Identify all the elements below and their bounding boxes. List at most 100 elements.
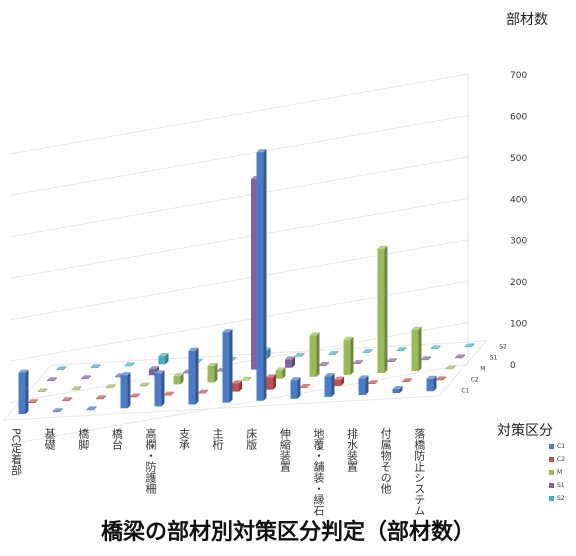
bar-top [426, 375, 437, 379]
y-tick-label: 100 [510, 320, 527, 330]
bar-top [149, 366, 159, 370]
bar-side [263, 149, 267, 401]
bar-C1-4 [154, 373, 162, 407]
bar-side [350, 336, 354, 375]
bar-top [198, 389, 208, 393]
legend-label: C2 [557, 456, 566, 463]
bar-side [199, 358, 203, 363]
bar-top [86, 406, 97, 410]
bar-top [90, 364, 101, 368]
bar-top [430, 345, 441, 349]
bar-M-9 [343, 339, 351, 375]
bar-S2-12 [464, 346, 472, 348]
bar-top [353, 360, 363, 364]
x-tick-label: PC定着部 [9, 428, 23, 476]
bar-top [222, 329, 233, 333]
bar-C2-2 [96, 398, 103, 400]
legend-swatch [549, 470, 554, 475]
bar-S2-3 [158, 356, 166, 365]
legend-swatch [549, 483, 554, 488]
bar-side [462, 354, 465, 359]
legend-item: M [549, 466, 565, 479]
bar-side [341, 376, 344, 386]
bar-side [452, 365, 456, 370]
bar-C1-6 [222, 332, 230, 403]
bar-side [54, 377, 57, 381]
bar-M-0 [37, 391, 45, 392]
bar-C2-3 [130, 396, 137, 398]
bar-side [403, 347, 407, 351]
y-tick-label: 400 [510, 195, 527, 205]
bar-S1-12 [455, 357, 462, 359]
bar-top [96, 395, 106, 399]
bar-top [52, 408, 63, 412]
bar-side [331, 373, 335, 397]
bar-M-10 [377, 248, 385, 373]
bar-top [47, 377, 57, 381]
bar-S1-8 [319, 365, 326, 366]
bar-side [195, 347, 199, 405]
bar-top [81, 375, 91, 379]
bar-side [409, 378, 412, 383]
bar-top [232, 380, 242, 384]
bar-S1-7 [285, 359, 292, 368]
series-depth-label: C1 [461, 388, 469, 395]
bar-side [418, 326, 422, 372]
bar-top [464, 343, 475, 347]
gridline [9, 363, 469, 445]
bar-top [290, 377, 301, 381]
bar-top [207, 362, 218, 366]
bar-top [158, 353, 169, 357]
gridline [9, 114, 469, 196]
series-depth-label: S2 [499, 344, 507, 351]
bar-side [443, 376, 446, 381]
x-tick-label: 付属物その他 [379, 428, 393, 494]
bar-side [316, 332, 320, 377]
bar-M-4 [173, 376, 181, 385]
legend-label: M [557, 469, 563, 476]
legend-swatch [549, 444, 554, 449]
bar-top [173, 373, 184, 377]
bar-top [436, 376, 446, 380]
bar-S2-8 [328, 354, 336, 355]
gridline [9, 239, 469, 321]
bar-C2-1 [62, 400, 69, 402]
bar-top [105, 384, 116, 388]
bar-side [292, 356, 295, 368]
x-tick-label: 地覆・舗装・縁石 [311, 428, 325, 516]
series-depth-label: S1 [490, 355, 498, 362]
bar-top [324, 373, 335, 377]
bar-side [161, 370, 165, 407]
bar-top [328, 351, 339, 354]
bar-C1-2 [86, 409, 94, 411]
bar-top [421, 356, 431, 360]
bar-C1-9 [324, 376, 332, 397]
bar-side [229, 329, 233, 403]
bar-C1-11 [392, 388, 400, 394]
bar-top [275, 367, 286, 371]
y-tick-label: 200 [510, 278, 527, 288]
gridline [9, 280, 469, 362]
bar-side [326, 362, 329, 366]
bar-S1-4 [183, 372, 190, 374]
bar-top [396, 347, 407, 351]
bar-side [384, 245, 388, 373]
bar-C1-3 [120, 375, 128, 409]
bar-side [171, 391, 174, 396]
bar-top [358, 375, 369, 379]
y-tick-label: 600 [510, 112, 527, 122]
bar-top [71, 386, 82, 390]
bar-top [392, 385, 403, 389]
bar-C2-7 [266, 377, 273, 390]
bar-top [62, 397, 72, 401]
legend-item: C2 [549, 453, 565, 466]
bar-side [78, 386, 82, 391]
gridline [9, 322, 469, 404]
x-tick-label: 落橋防止システム [412, 428, 426, 516]
bar-S2-9 [362, 352, 370, 353]
bar-side [433, 375, 437, 392]
bar-C2-5 [198, 392, 205, 394]
bar-S2-10 [396, 350, 404, 351]
bar-S2-1 [90, 367, 98, 369]
